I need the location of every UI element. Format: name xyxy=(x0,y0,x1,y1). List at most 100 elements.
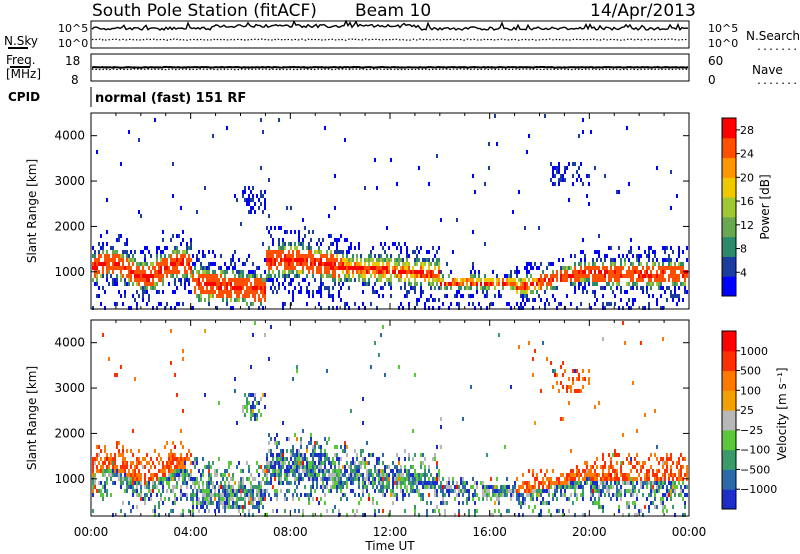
velocity-cell xyxy=(108,473,110,477)
velocity-cell xyxy=(682,489,684,493)
velocity-cell xyxy=(546,489,548,493)
station-title: South Pole Station (fitACF) xyxy=(92,1,317,21)
power-cell xyxy=(214,262,216,266)
power-cell xyxy=(146,274,148,278)
power-cell xyxy=(186,262,188,266)
power-cell xyxy=(328,258,330,262)
velocity-cell xyxy=(640,465,642,469)
power-cell xyxy=(522,306,524,310)
velocity-cell xyxy=(182,469,184,473)
velocity-cell xyxy=(552,497,554,501)
power-cell xyxy=(622,266,624,270)
velocity-cell xyxy=(286,489,288,493)
velocity-cell xyxy=(190,473,192,477)
power-cell xyxy=(350,278,352,282)
power-cell xyxy=(248,270,250,274)
velocity-cell xyxy=(174,501,176,505)
power-cell xyxy=(430,286,432,290)
velocity-cell xyxy=(180,461,182,465)
power-cell xyxy=(100,234,102,238)
velocity-cell xyxy=(546,477,548,481)
power-cell xyxy=(116,274,118,278)
power-cell xyxy=(410,274,412,278)
power-cell xyxy=(386,266,388,270)
power-cell xyxy=(570,254,572,258)
power-cell xyxy=(282,250,284,254)
velocity-cell xyxy=(110,461,112,465)
velocity-cell xyxy=(446,481,448,485)
velocity-cell xyxy=(394,465,396,469)
power-cell xyxy=(290,254,292,258)
velocity-cell xyxy=(386,465,388,469)
velocity-cell xyxy=(244,489,246,493)
power-cell xyxy=(382,262,384,266)
velocity-cell xyxy=(576,465,578,469)
velocity-cell xyxy=(564,485,566,489)
power-cell xyxy=(130,278,132,282)
power-colorbar-segment xyxy=(722,276,736,297)
velocity-cell xyxy=(230,493,232,497)
velocity-cell xyxy=(340,457,342,461)
velocity-cell xyxy=(158,489,160,493)
velocity-cell xyxy=(414,469,416,473)
velocity-cell xyxy=(666,485,668,489)
velocity-cell xyxy=(434,481,436,485)
velocity-cell xyxy=(682,497,684,501)
power-cell xyxy=(484,274,486,278)
power-cell xyxy=(210,278,212,282)
velocity-cell xyxy=(226,497,228,501)
velocity-cell xyxy=(438,469,440,473)
power-cell xyxy=(166,246,168,250)
power-cell xyxy=(242,278,244,282)
velocity-cell xyxy=(250,501,252,505)
power-cell xyxy=(372,262,374,266)
power-cell xyxy=(298,238,300,242)
velocity-cell xyxy=(276,497,278,501)
power-cell xyxy=(412,266,414,270)
power-cell xyxy=(264,198,266,202)
velocity-cell xyxy=(582,377,584,381)
velocity-cell xyxy=(134,489,136,493)
velocity-cell xyxy=(356,457,358,461)
power-cell xyxy=(312,270,314,274)
velocity-cell xyxy=(614,453,616,457)
power-cell xyxy=(130,250,132,254)
velocity-cell xyxy=(320,449,322,453)
velocity-cell xyxy=(172,453,174,457)
velocity-cell xyxy=(570,449,572,453)
power-cell xyxy=(230,294,232,298)
power-cell xyxy=(348,274,350,278)
power-cell xyxy=(250,206,252,210)
velocity-cell xyxy=(642,465,644,469)
power-cell xyxy=(254,278,256,282)
velocity-cell xyxy=(308,441,310,445)
velocity-cell xyxy=(366,489,368,493)
power-cell xyxy=(288,282,290,286)
velocity-cell xyxy=(138,473,140,477)
velocity-cell xyxy=(144,477,146,481)
power-cell xyxy=(262,282,264,286)
power-cell xyxy=(580,278,582,282)
power-cell xyxy=(548,282,550,286)
power-cell xyxy=(98,294,100,298)
power-cell xyxy=(334,266,336,270)
velocity-cell xyxy=(250,489,252,493)
power-cell xyxy=(380,270,382,274)
velocity-cell xyxy=(254,497,256,501)
power-ytick-label: 2000 xyxy=(54,219,85,233)
power-cell xyxy=(316,270,318,274)
velocity-cell xyxy=(182,513,184,517)
power-cell xyxy=(156,254,158,258)
power-cell xyxy=(188,262,190,266)
velocity-cell xyxy=(388,513,390,517)
velocity-cell xyxy=(684,505,686,509)
velocity-cell xyxy=(610,477,612,481)
velocity-cell xyxy=(288,461,290,465)
velocity-cell xyxy=(624,481,626,485)
velocity-cell xyxy=(232,485,234,489)
power-cell xyxy=(246,258,248,262)
power-cell xyxy=(156,262,158,266)
velocity-cell xyxy=(616,477,618,481)
power-cell xyxy=(220,274,222,278)
velocity-cell xyxy=(312,481,314,485)
